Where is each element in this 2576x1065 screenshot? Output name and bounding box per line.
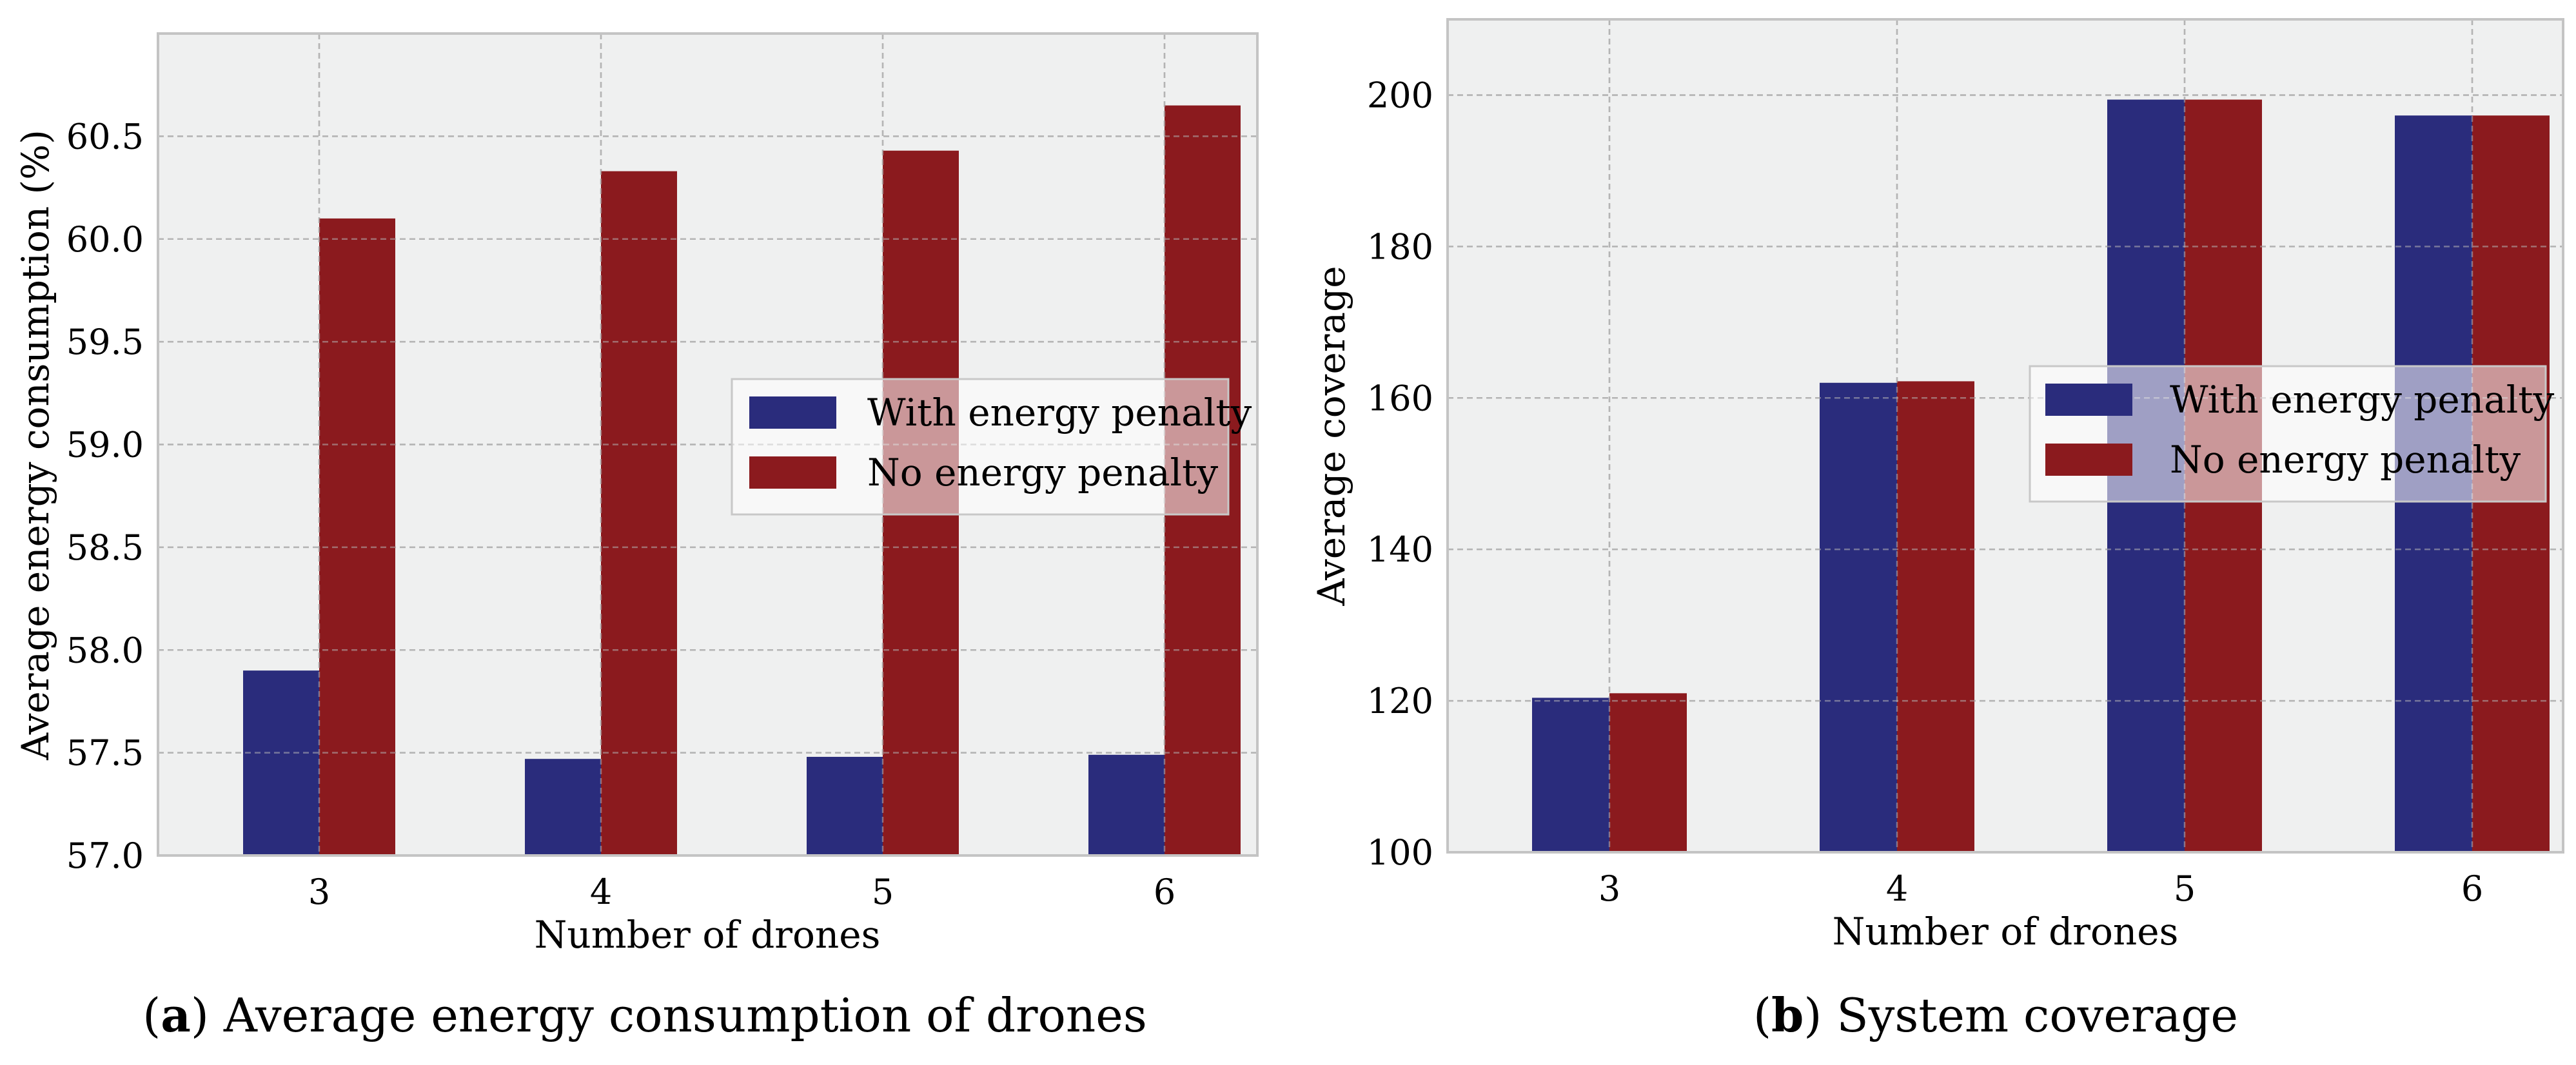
chart-a-x-tick-label: 3 [308, 872, 330, 912]
chart-b-x-tick-label: 5 [2174, 868, 2196, 909]
chart-a-y-axis-label: Average energy consumption (%) [14, 130, 57, 761]
chart-b-bar-without-4 [1897, 381, 1974, 852]
chart-a-y-tick-label: 60.5 [66, 116, 144, 157]
chart-a-y-tick-label: 60.0 [66, 219, 144, 260]
chart-a-y-tick-label: 59.5 [66, 322, 144, 362]
chart-a-y-tick-label: 57.0 [66, 835, 144, 876]
chart-a-bar-with-4 [525, 759, 601, 855]
chart-b-y-tick-label: 160 [1367, 378, 1433, 418]
chart-b-frame [1446, 18, 2564, 854]
chart-b-y-tick-labels: 100 120 140 160 180 200 [1367, 75, 1433, 873]
chart-b-bar-without-3 [1609, 693, 1687, 852]
chart-a-x-tick-label: 5 [872, 872, 894, 912]
chart-b-legend-swatch-with [2045, 384, 2132, 416]
chart-a-x-axis-label: Number of drones [535, 913, 881, 957]
chart-a-legend-swatch-with [749, 396, 836, 429]
chart-energy-consumption: 57.0 57.5 58.0 58.5 59.0 59.5 60.0 60.5 3 4 5 6 Nu… [14, 32, 1259, 1042]
chart-a-frame [157, 32, 1259, 857]
chart-a-legend: With energy penalty No energy penalty [731, 378, 1252, 516]
chart-b-y-axis-label: Average coverage [1310, 266, 1353, 606]
chart-a-legend-label-with: With energy penalty [867, 391, 1252, 435]
chart-a-x-tick-labels: 3 4 5 6 [308, 872, 1175, 912]
chart-b-x-axis-label: Number of drones [1833, 910, 2179, 953]
chart-a-caption: (a) Average energy consumption of drones [143, 988, 1147, 1042]
chart-a-x-tick-label: 6 [1154, 872, 1175, 912]
chart-a-y-tick-label: 58.5 [66, 527, 144, 568]
chart-a-bar-with-5 [807, 757, 883, 855]
chart-b-x-tick-label: 3 [1598, 868, 1620, 909]
chart-a-y-tick-label: 57.5 [66, 733, 144, 774]
chart-a-legend-label-without: No energy penalty [867, 451, 1218, 494]
chart-b-legend-swatch-without [2045, 444, 2132, 476]
chart-b-y-tick-label: 200 [1367, 75, 1433, 115]
chart-b-y-tick-label: 140 [1367, 529, 1433, 570]
chart-b-y-tick-label: 120 [1367, 681, 1433, 721]
chart-b-bar-with-3 [1532, 698, 1609, 852]
chart-b-bar-with-4 [1820, 382, 1897, 852]
chart-b-legend-label-without: No energy penalty [2170, 438, 2521, 482]
chart-b-x-tick-label: 6 [2461, 868, 2483, 909]
chart-a-legend-swatch-without [749, 456, 836, 489]
chart-a-y-tick-labels: 57.0 57.5 58.0 58.5 59.0 59.5 60.0 60.5 [66, 116, 144, 876]
chart-a-y-tick-label: 59.0 [66, 425, 144, 465]
chart-a-x-tick-label: 4 [590, 872, 612, 912]
chart-b-y-tick-label: 100 [1367, 832, 1433, 873]
chart-b-x-tick-label: 4 [1886, 868, 1908, 909]
chart-b-legend-label-with: With energy penalty [2170, 378, 2555, 422]
chart-a-bar-with-3 [243, 670, 319, 855]
chart-system-coverage: 100 120 140 160 180 200 3 4 5 6 Number of drones… [1310, 18, 2564, 1042]
chart-b-y-tick-label: 180 [1367, 226, 1433, 267]
chart-b-legend: With energy penalty No energy penalty [2029, 365, 2555, 503]
chart-a-bars [243, 105, 1241, 855]
chart-b-x-tick-labels: 3 4 5 6 [1598, 868, 2483, 909]
chart-a-bar-without-3 [319, 218, 395, 855]
chart-a-bar-without-4 [601, 171, 677, 855]
chart-a-bar-with-6 [1088, 754, 1165, 855]
chart-a-y-tick-label: 58.0 [66, 630, 144, 670]
chart-b-caption: (b) System coverage [1753, 988, 2238, 1042]
